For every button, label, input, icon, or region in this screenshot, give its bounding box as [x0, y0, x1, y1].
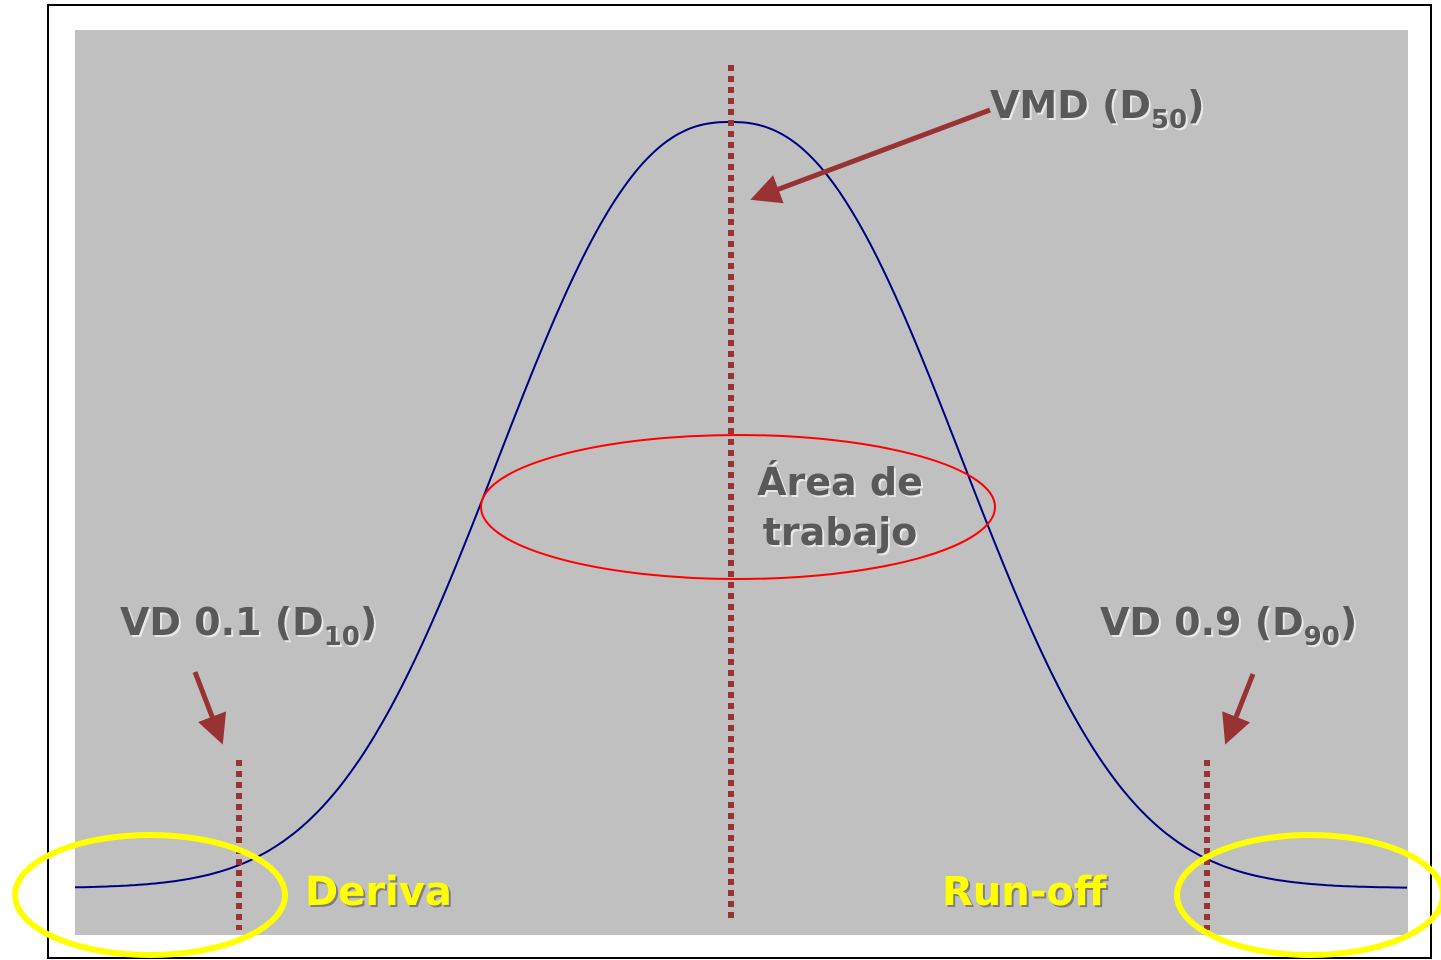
label-text: VD 0.9 (D [1100, 600, 1304, 644]
arrow [192, 671, 227, 745]
work-area-ellipse [480, 434, 996, 580]
work-area-line: Área de [757, 460, 923, 504]
arrow [750, 107, 991, 204]
plot-area [75, 30, 1408, 935]
subscript: 50 [1151, 105, 1187, 135]
subscript: 10 [324, 622, 360, 652]
arrows [192, 107, 1256, 745]
runoff-label: Run-off [942, 869, 1107, 915]
label-text: VMD (D [990, 83, 1151, 127]
subscript: 90 [1304, 622, 1340, 652]
arrow [1222, 673, 1256, 745]
drift-ellipse [12, 832, 288, 958]
label-text: ) [1340, 600, 1357, 644]
drift-label: Deriva [305, 869, 452, 915]
vmd-label: VMD (D50) [990, 83, 1204, 135]
label-text: ) [1187, 83, 1204, 127]
label-text: VD 0.1 (D [120, 600, 324, 644]
work-area-line: trabajo [763, 510, 918, 554]
distribution-curve [74, 121, 1407, 889]
d90-label: VD 0.9 (D90) [1100, 600, 1357, 652]
d10-label: VD 0.1 (D10) [120, 600, 377, 652]
label-text: ) [360, 600, 377, 644]
runoff-ellipse [1174, 832, 1441, 958]
